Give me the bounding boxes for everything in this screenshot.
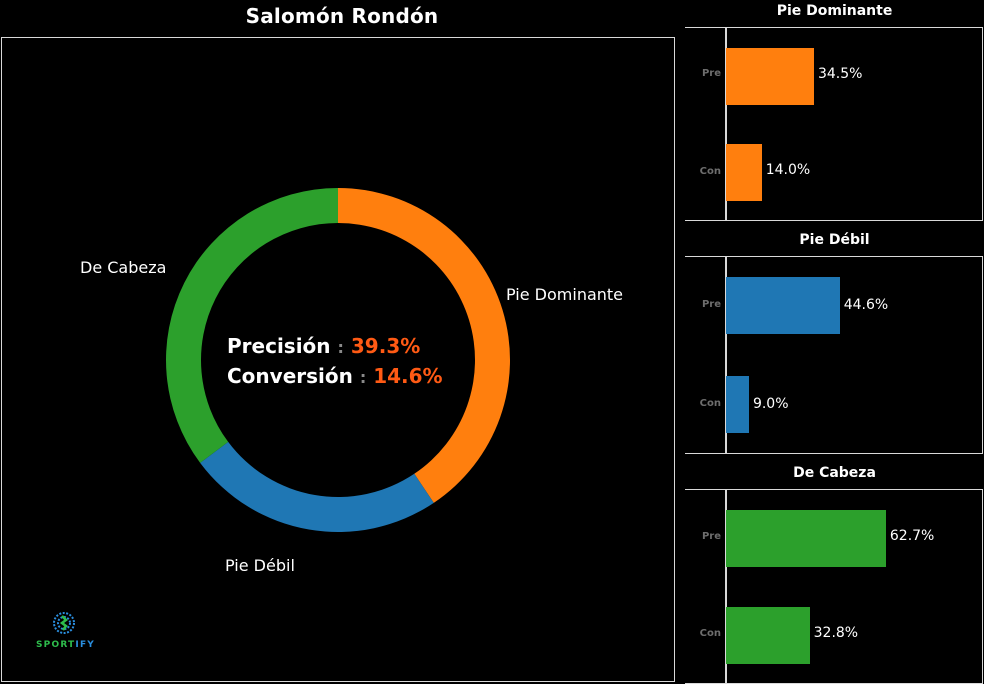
bar-pre (726, 510, 886, 567)
bar-con (726, 376, 749, 433)
category-label: Con (699, 398, 721, 409)
bar-value: 32.8% (813, 625, 859, 641)
segment-label-pie-dominante: Pie Dominante (506, 285, 624, 304)
precision-label: Precisión (227, 334, 331, 358)
y-axis (725, 490, 727, 683)
segment-label-pie-debil: Pie Débil (225, 556, 295, 575)
precision-line: Precisión : 39.3% (227, 332, 443, 362)
bar-pre (726, 277, 840, 334)
bar-value: 34.5% (817, 66, 863, 82)
chart-title: Salomón Rondón (245, 4, 439, 28)
y-axis (725, 28, 727, 220)
conversion-line: Conversión : 14.6% (227, 362, 443, 392)
y-axis (725, 257, 727, 453)
category-label: Con (699, 628, 721, 639)
globe-icon (53, 612, 75, 634)
segment-label-de-cabeza: De Cabeza (80, 258, 167, 277)
category-label: Pre (701, 299, 721, 310)
category-label: Pre (701, 531, 721, 542)
sportify-logo: SPORTIFY (36, 612, 96, 650)
bar-value: 14.0% (765, 162, 811, 178)
panel-title-pie-dominante: Pie Dominante (776, 3, 893, 19)
center-summary: Precisión : 39.3% Conversión : 14.6% (227, 332, 443, 392)
donut-chart-panel (1, 37, 675, 682)
donut-segment (338, 188, 510, 503)
conversion-value: 14.6% (373, 364, 443, 388)
bar-panel-pie-dominante: Pre 34.5% Con 14.0% (685, 27, 983, 221)
donut-segment (166, 188, 338, 463)
panel-title-de-cabeza: De Cabeza (793, 465, 876, 481)
bar-pre (726, 48, 814, 105)
conversion-label: Conversión (227, 364, 353, 388)
panel-title-pie-debil: Pie Débil (799, 232, 870, 248)
logo-text: SPORTIFY (36, 640, 96, 650)
precision-value: 39.3% (350, 334, 421, 358)
bar-value: 44.6% (843, 297, 889, 313)
category-label: Con (699, 166, 721, 177)
bar-con (726, 144, 762, 201)
bar-con (726, 607, 810, 664)
donut-segment (200, 441, 434, 532)
category-label: Pre (701, 68, 721, 79)
separator: : (337, 338, 344, 357)
bar-value: 9.0% (752, 396, 789, 412)
bar-value: 62.7% (889, 528, 935, 544)
bar-panel-de-cabeza: Pre 62.7% Con 32.8% (685, 489, 983, 684)
bar-panel-pie-debil: Pre 44.6% Con 9.0% (685, 256, 983, 454)
separator: : (359, 368, 367, 387)
